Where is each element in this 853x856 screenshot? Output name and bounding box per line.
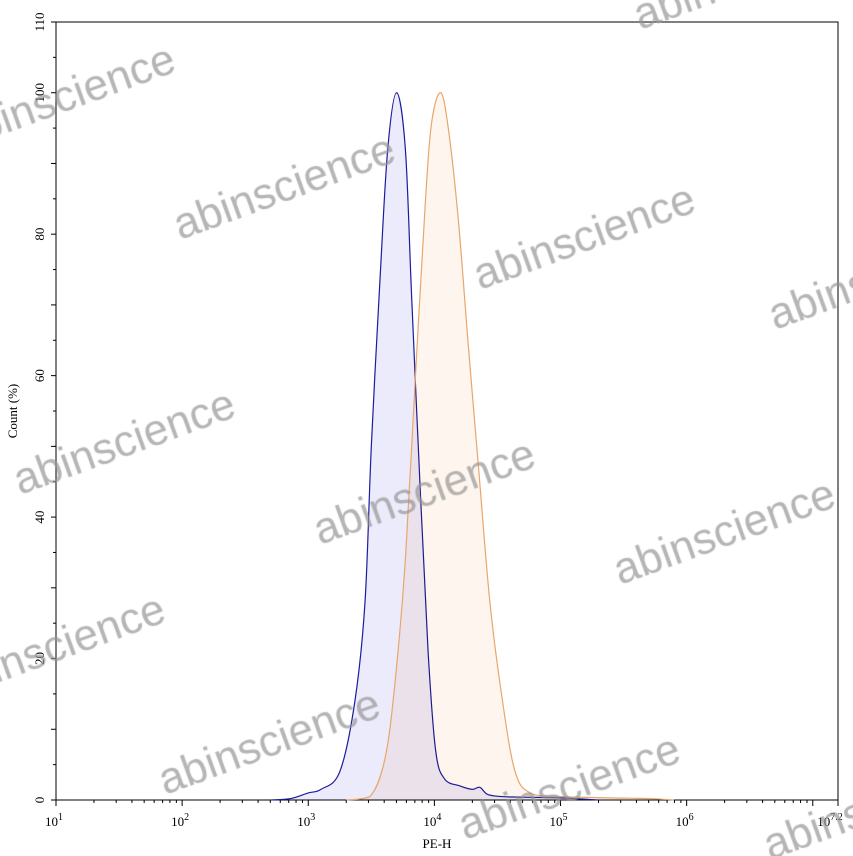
x-tick-label: 103 [297,812,315,829]
y-tick-label: 110 [32,12,47,31]
x-tick-label: 101 [45,812,63,829]
y-tick-label: 80 [32,228,47,241]
y-tick-label: 20 [32,652,47,665]
y-tick-label: 0 [32,797,47,804]
y-tick-label: 100 [32,83,47,103]
x-axis-title: PE-H [423,836,452,851]
x-tick-label: 107.2 [817,812,843,829]
x-tick-label: 102 [171,812,189,829]
x-tick-label: 104 [423,812,441,829]
x-tick-label: 106 [676,812,694,829]
x-tick-label: 105 [550,812,568,829]
y-tick-label: 40 [32,511,47,524]
y-axis-title: Count (%) [5,384,20,439]
y-tick-label: 60 [32,369,47,382]
